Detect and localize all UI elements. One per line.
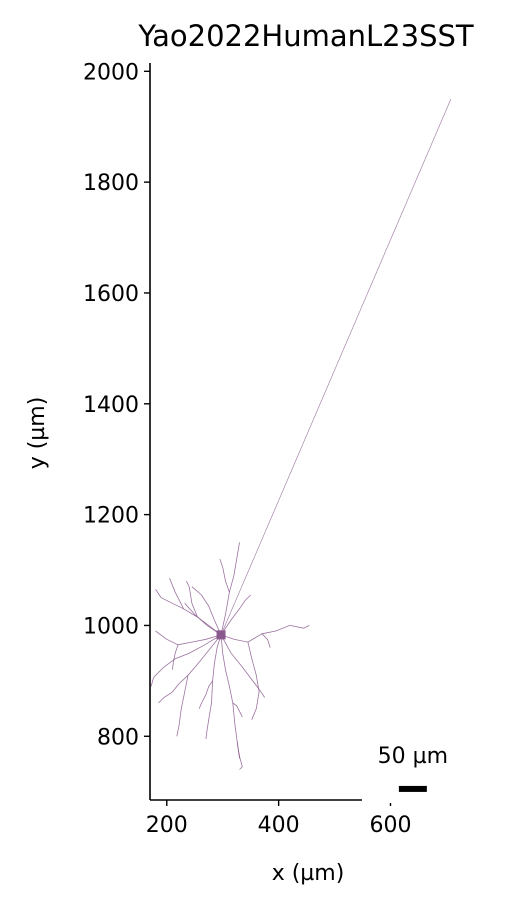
neurite-branch-18 [176,675,189,737]
scale-bar-label: 50 µm [378,744,448,769]
neurite-branch-5 [236,741,243,770]
neurite-branch-12 [169,578,222,636]
neurite-branch-11 [220,634,266,698]
neurite-branch-10 [247,642,260,720]
neurite-branch-1 [205,634,222,740]
neurite-branch-2 [198,680,213,709]
y-tick-label: 1600 [83,282,139,307]
neuron-morphology [150,98,452,770]
neurite-branch-13 [155,589,184,610]
soma-marker [216,630,226,640]
scale-bar-backdrop [362,797,466,803]
neurite-branch-21 [184,603,222,636]
x-axis-label: x (µm) [272,861,345,886]
y-axis-ticks: 800 1000 1200 1400 1600 1800 2000 [83,60,150,750]
x-tick-label: 400 [258,813,300,838]
neurite-branch-3 [220,634,240,759]
neurite-branch-17 [158,634,222,704]
y-axis-label: y (µm) [25,397,50,470]
neurite-branch-22 [220,594,251,636]
y-tick-label: 1800 [83,171,139,196]
x-tick-label: 600 [369,813,411,838]
neurite-branch-23 [191,586,222,636]
x-axis-ticks: 200 400 600 [146,800,411,838]
neurite-branch-14 [186,580,198,618]
neurite-branch-15 [155,630,222,646]
neurite-branch-9 [261,633,271,648]
y-tick-label: 1000 [83,614,139,639]
x-tick-label: 200 [146,813,188,838]
chart-title: Yao2022HumanL23SST [137,19,473,53]
neurite-branch-16 [172,644,179,670]
y-tick-label: 1400 [83,393,139,418]
neurite-branch-7 [219,558,230,593]
neurite-branch-0 [220,98,452,636]
neurite-branch-4 [232,702,243,718]
neurite-branch-19 [155,634,222,676]
neurite-branch-20 [150,675,156,687]
y-tick-label: 1200 [83,504,139,529]
neurite-branch-6 [220,542,240,635]
y-tick-label: 800 [97,725,139,750]
scale-bar: 50 µm [362,744,466,803]
neurite-branch-8 [220,624,310,643]
scale-bar-line [398,785,427,792]
y-tick-label: 2000 [83,60,139,85]
